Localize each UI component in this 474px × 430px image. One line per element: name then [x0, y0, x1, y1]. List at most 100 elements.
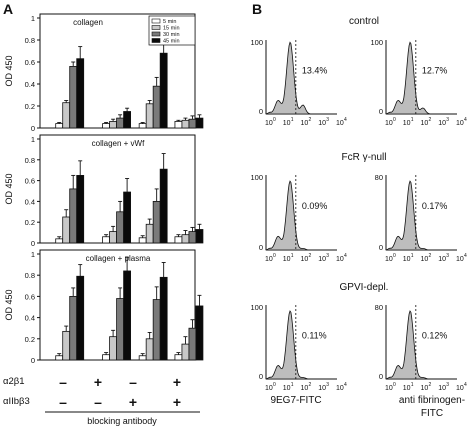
histogram-y-min: 0	[259, 243, 263, 252]
bar	[116, 298, 125, 361]
bar	[69, 188, 78, 244]
row1-marker: +	[94, 374, 102, 390]
histogram-y-min: 0	[259, 372, 263, 381]
x-tick-exponent: 0	[393, 382, 396, 388]
bar	[109, 231, 118, 244]
histogram-y-min: 0	[259, 107, 263, 116]
bar	[138, 355, 147, 361]
x-tick-label: 10	[265, 120, 273, 127]
bar	[174, 236, 183, 244]
x-tick-exponent: 4	[464, 382, 467, 388]
histogram-curve	[265, 41, 337, 115]
y-tick-label: 0	[31, 239, 35, 248]
histogram-y-max: 100	[250, 38, 263, 47]
x-tick-label: 10	[385, 256, 393, 263]
histogram-curve	[265, 180, 337, 251]
bar	[102, 236, 111, 244]
bar	[62, 330, 71, 361]
x-tick-exponent: 2	[309, 382, 312, 388]
y-tick-label: 0.8	[25, 36, 35, 45]
x-tick-exponent: 2	[429, 382, 432, 388]
x-tick-label: 10	[403, 120, 411, 127]
x-tick-label: 10	[421, 385, 429, 392]
x-tick-exponent: 1	[411, 117, 414, 123]
x-tick-exponent: 4	[344, 253, 347, 259]
bar	[55, 238, 64, 244]
histogram-y-max: 100	[250, 303, 263, 312]
bar-chart-2: 0 0.2 0.4 0.6 0.8 1 OD 450 collagen + vWf	[4, 134, 204, 248]
legend-entry: 15 min	[163, 26, 180, 32]
x-tick-label: 10	[403, 385, 411, 392]
x-tick-exponent: 0	[273, 382, 276, 388]
bar	[123, 111, 132, 129]
y-tick-label: 1	[31, 250, 35, 259]
x-tick-label: 10	[336, 120, 344, 127]
x-tick-exponent: 3	[446, 117, 449, 123]
bar	[145, 338, 154, 361]
y-axis-label: OD 450	[4, 289, 14, 320]
histogram-curve	[385, 180, 457, 251]
histogram-y-max: 100	[370, 38, 383, 47]
x-tick-label: 10	[283, 385, 291, 392]
histogram-y-min: 0	[379, 372, 383, 381]
gate-percentage: 0.09%	[302, 201, 328, 211]
bar	[195, 117, 204, 129]
x-tick-label: 10	[421, 256, 429, 263]
x-tick-exponent: 0	[393, 117, 396, 123]
y-tick-label: 0	[31, 124, 35, 133]
x-tick-label: 10	[385, 120, 393, 127]
bar	[55, 355, 64, 361]
row2-marker: +	[129, 394, 137, 410]
bar	[123, 191, 132, 244]
bar	[76, 174, 85, 244]
x-tick-label: 10	[438, 385, 446, 392]
bar	[76, 275, 85, 361]
y-tick-label: 0.8	[25, 271, 35, 280]
bar	[174, 354, 183, 361]
legend-entry: 30 min	[163, 32, 180, 38]
bar	[109, 336, 118, 361]
x-tick-exponent: 1	[411, 382, 414, 388]
x-tick-label: 10	[301, 120, 309, 127]
blocking-antibody-label: blocking antibody	[87, 416, 157, 426]
panel-title: collagen	[73, 18, 103, 27]
x-tick-label: 10	[438, 256, 446, 263]
panel-b-label: B	[252, 1, 262, 17]
x-tick-exponent: 4	[464, 253, 467, 259]
histogram-y-min: 0	[379, 243, 383, 252]
x-tick-exponent: 0	[393, 253, 396, 259]
x-tick-exponent: 1	[291, 253, 294, 259]
x-tick-label: 10	[456, 256, 464, 263]
x-tick-exponent: 2	[429, 117, 432, 123]
x-tick-label: 10	[336, 256, 344, 263]
row1-label: α2β1	[3, 376, 25, 387]
x-tick-exponent: 3	[446, 382, 449, 388]
y-tick-label: 0.4	[25, 314, 35, 323]
histogram-row-title: control	[349, 16, 379, 27]
bar	[62, 216, 71, 244]
x-tick-label: 10	[385, 385, 393, 392]
x-tick-label: 10	[301, 385, 309, 392]
x-tick-label: 10	[318, 256, 326, 263]
bar	[123, 270, 132, 361]
y-tick-label: 0.6	[25, 177, 35, 186]
bar-chart-3: 0 0.2 0.4 0.6 0.8 1 OD 450 collagen + plasma	[4, 249, 204, 365]
x-tick-label: 10	[265, 385, 273, 392]
bar	[62, 102, 71, 129]
x-tick-exponent: 2	[309, 117, 312, 123]
x-tick-label: 10	[283, 120, 291, 127]
x-tick-exponent: 3	[326, 253, 329, 259]
gate-percentage: 0.17%	[422, 201, 448, 211]
x-tick-exponent: 3	[326, 117, 329, 123]
panel-title: collagen + plasma	[86, 254, 151, 263]
bar	[174, 121, 183, 129]
y-tick-label: 0.6	[25, 58, 35, 67]
legend-entry: 5 min	[163, 19, 176, 25]
